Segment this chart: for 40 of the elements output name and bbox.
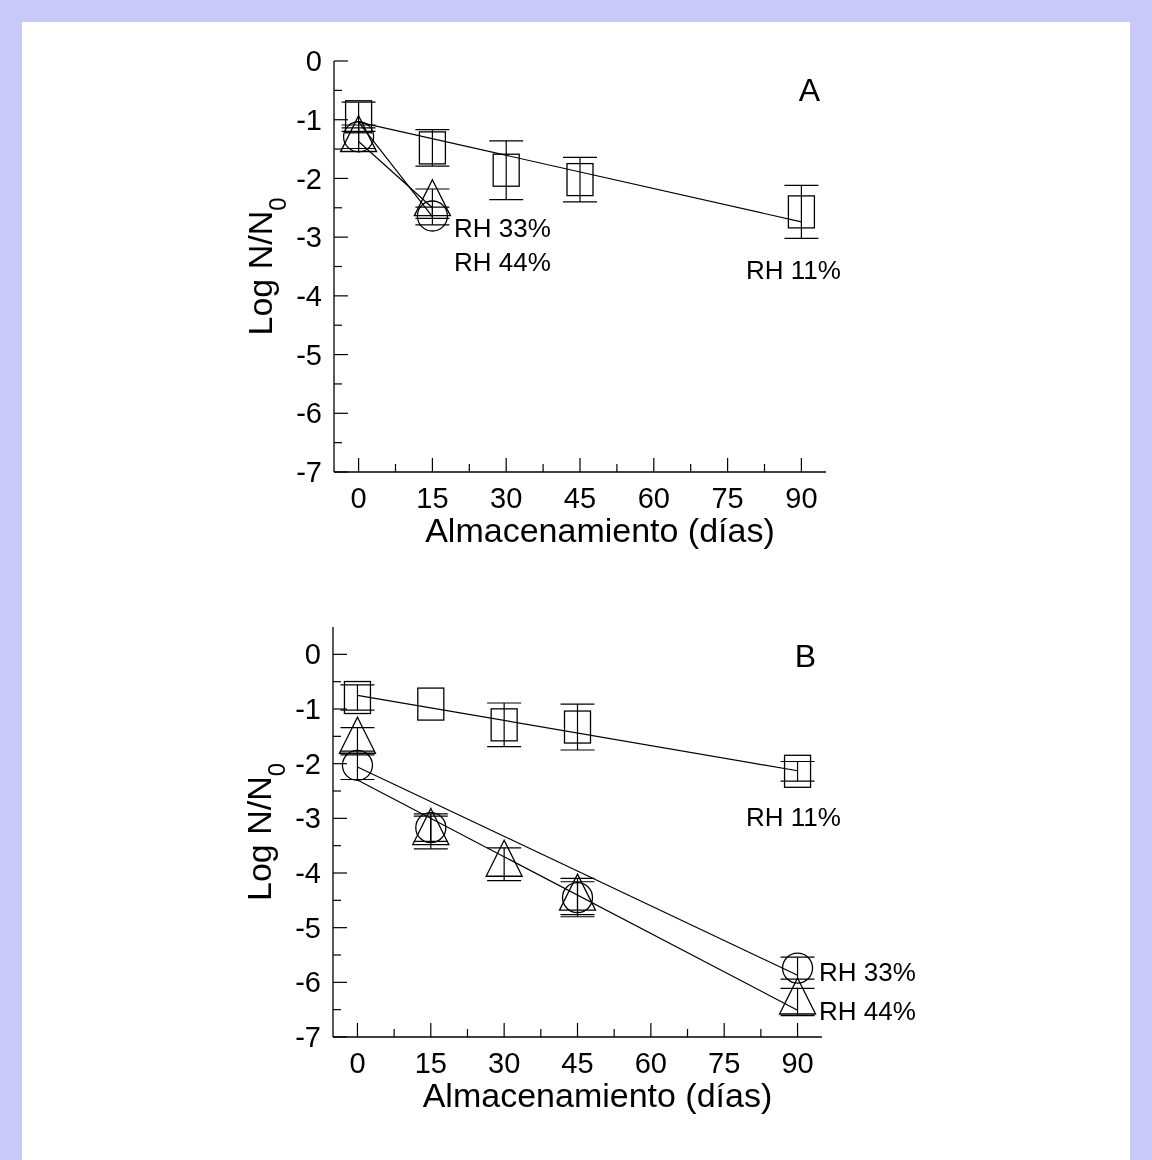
x-tick-label: 45 (561, 1047, 594, 1079)
x-tick-label: 90 (781, 1047, 814, 1079)
annotation: RH 11% (746, 802, 841, 833)
y-tick-label: 0 (305, 45, 322, 78)
annotation: RH 33% (819, 957, 916, 988)
y-tick-label: -3 (296, 221, 322, 254)
x-tick-label: 30 (488, 1047, 521, 1079)
x-tick-label: 0 (350, 482, 367, 514)
x-tick-label: 30 (490, 482, 523, 514)
annotation: RH 33% (454, 213, 551, 244)
annotation: RH 11% (746, 255, 841, 286)
y-tick-label: -5 (296, 338, 322, 371)
x-axis-title: Almacenamiento (días) (422, 1076, 773, 1114)
x-tick-label: 45 (563, 482, 597, 514)
y-tick-label: -7 (296, 456, 322, 489)
y-tick-label: 0 (304, 638, 321, 671)
x-tick-label: 0 (349, 1047, 366, 1079)
y-tick-label: -7 (295, 1021, 321, 1054)
x-tick-label: 15 (416, 482, 449, 514)
y-tick-label: -4 (296, 280, 322, 313)
chart-title: B (794, 638, 816, 674)
y-tick-label: -4 (295, 857, 321, 890)
x-tick-label: 60 (634, 1047, 667, 1079)
y-tick-label: -1 (296, 103, 322, 136)
y-tick-label: -6 (296, 397, 322, 430)
x-tick-label: 90 (785, 482, 818, 514)
annotation: RH 44% (454, 247, 551, 278)
y-tick-label: -6 (295, 966, 321, 999)
y-tick-label: -2 (296, 162, 322, 195)
chart-title: A (798, 72, 821, 108)
y-tick-label: -2 (295, 747, 321, 780)
annotation: RH 44% (819, 996, 916, 1027)
x-tick-label: 75 (711, 482, 744, 514)
y-tick-label: -1 (295, 693, 321, 726)
x-axis-title: Almacenamiento (días) (425, 511, 775, 549)
x-tick-label: 75 (708, 1047, 741, 1079)
y-tick-label: -5 (295, 911, 321, 944)
x-tick-label: 60 (637, 482, 670, 514)
x-tick-label: 15 (414, 1047, 447, 1079)
y-tick-label: -3 (295, 802, 321, 835)
